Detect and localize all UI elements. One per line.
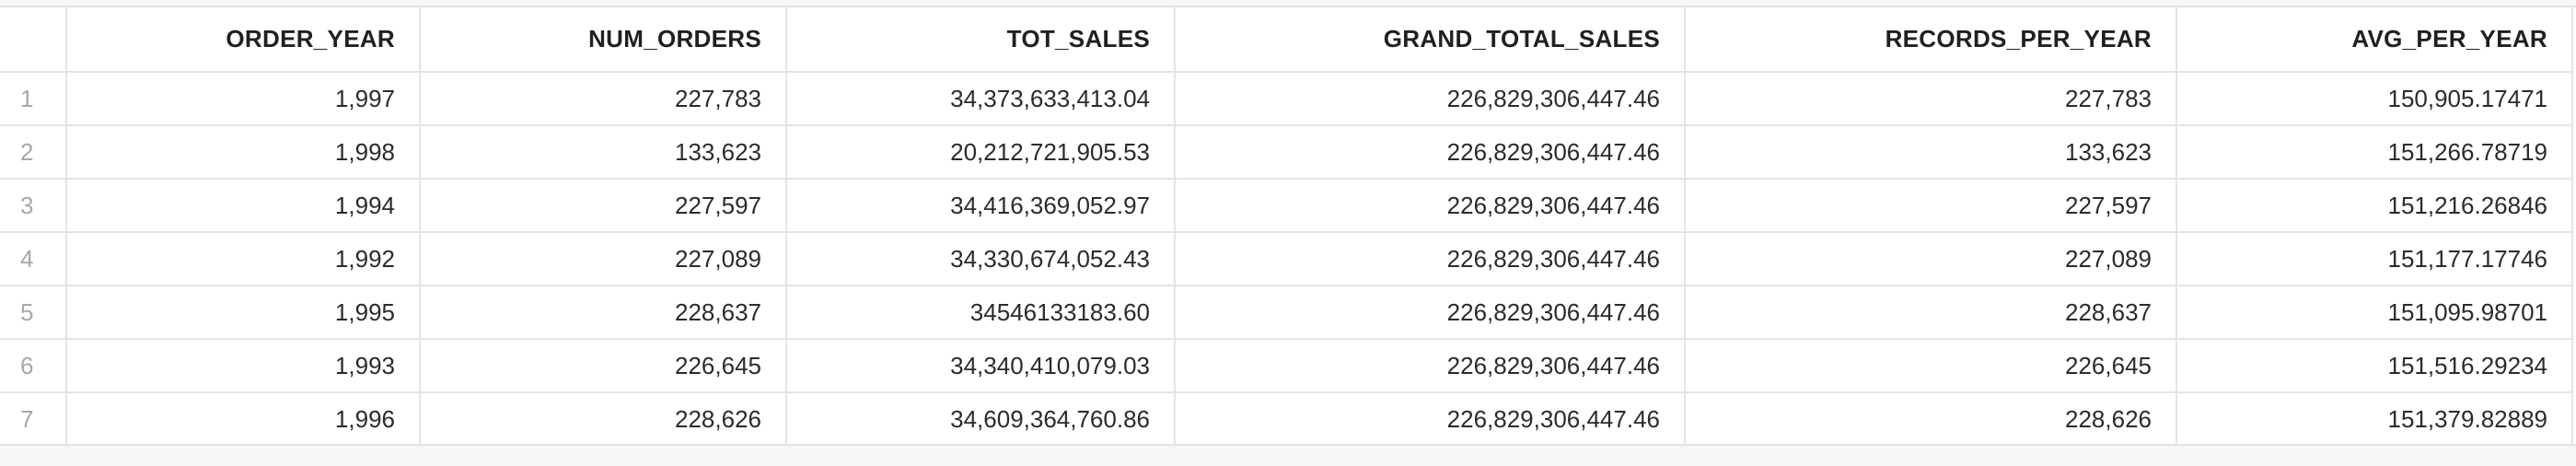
cell-order-year[interactable]: 1,993 xyxy=(66,339,421,393)
table-row[interactable]: 1 1,997 227,783 34,373,633,413.04 226,82… xyxy=(0,72,2573,126)
cell-tot-sales[interactable]: 34,609,364,760.86 xyxy=(786,392,1176,446)
row-number: 5 xyxy=(0,285,67,340)
cell-order-year[interactable]: 1,996 xyxy=(66,392,421,446)
cell-order-year[interactable]: 1,992 xyxy=(66,232,421,286)
column-header-records-per-year[interactable]: RECORDS_PER_YEAR xyxy=(1685,7,2177,73)
cell-grand-total-sales[interactable]: 226,829,306,447.46 xyxy=(1175,72,1686,126)
row-number-header xyxy=(0,7,67,73)
cell-num-orders[interactable]: 227,089 xyxy=(420,232,787,286)
cell-grand-total-sales[interactable]: 226,829,306,447.46 xyxy=(1175,125,1686,180)
cell-grand-total-sales[interactable]: 226,829,306,447.46 xyxy=(1175,232,1686,286)
cell-records-per-year[interactable]: 227,597 xyxy=(1685,179,2177,233)
cell-order-year[interactable]: 1,998 xyxy=(66,125,421,180)
cell-records-per-year[interactable]: 227,089 xyxy=(1685,232,2177,286)
cell-records-per-year[interactable]: 228,626 xyxy=(1685,392,2177,446)
cell-tot-sales[interactable]: 34,416,369,052.97 xyxy=(786,179,1176,233)
results-table: ORDER_YEAR NUM_ORDERS TOT_SALES GRAND_TO… xyxy=(0,7,2573,446)
table-row[interactable]: 4 1,992 227,089 34,330,674,052.43 226,82… xyxy=(0,232,2573,286)
cell-tot-sales[interactable]: 34,330,674,052.43 xyxy=(786,232,1176,286)
table-row[interactable]: 2 1,998 133,623 20,212,721,905.53 226,82… xyxy=(0,125,2573,180)
cell-avg-per-year[interactable]: 151,516.29234 xyxy=(2176,339,2573,393)
column-header-avg-per-year[interactable]: AVG_PER_YEAR xyxy=(2176,7,2573,73)
row-number: 4 xyxy=(0,232,67,286)
cell-grand-total-sales[interactable]: 226,829,306,447.46 xyxy=(1175,179,1686,233)
cell-records-per-year[interactable]: 133,623 xyxy=(1685,125,2177,180)
header-row: ORDER_YEAR NUM_ORDERS TOT_SALES GRAND_TO… xyxy=(0,7,2573,73)
cell-avg-per-year[interactable]: 151,216.26846 xyxy=(2176,179,2573,233)
cell-grand-total-sales[interactable]: 226,829,306,447.46 xyxy=(1175,339,1686,393)
table-row[interactable]: 7 1,996 228,626 34,609,364,760.86 226,82… xyxy=(0,392,2573,446)
results-grid: ORDER_YEAR NUM_ORDERS TOT_SALES GRAND_TO… xyxy=(0,6,2576,446)
cell-tot-sales[interactable]: 34,373,633,413.04 xyxy=(786,72,1176,126)
cell-num-orders[interactable]: 227,783 xyxy=(420,72,787,126)
cell-grand-total-sales[interactable]: 226,829,306,447.46 xyxy=(1175,285,1686,340)
cell-grand-total-sales[interactable]: 226,829,306,447.46 xyxy=(1175,392,1686,446)
cell-order-year[interactable]: 1,994 xyxy=(66,179,421,233)
cell-records-per-year[interactable]: 227,783 xyxy=(1685,72,2177,126)
cell-order-year[interactable]: 1,995 xyxy=(66,285,421,340)
cell-tot-sales[interactable]: 34,340,410,079.03 xyxy=(786,339,1176,393)
row-number: 1 xyxy=(0,72,67,126)
cell-order-year[interactable]: 1,997 xyxy=(66,72,421,126)
row-number: 6 xyxy=(0,339,67,393)
cell-records-per-year[interactable]: 226,645 xyxy=(1685,339,2177,393)
cell-num-orders[interactable]: 133,623 xyxy=(420,125,787,180)
cell-num-orders[interactable]: 227,597 xyxy=(420,179,787,233)
cell-avg-per-year[interactable]: 151,177.17746 xyxy=(2176,232,2573,286)
cell-num-orders[interactable]: 228,626 xyxy=(420,392,787,446)
cell-tot-sales[interactable]: 34546133183.60 xyxy=(786,285,1176,340)
column-header-tot-sales[interactable]: TOT_SALES xyxy=(786,7,1176,73)
cell-avg-per-year[interactable]: 151,266.78719 xyxy=(2176,125,2573,180)
cell-tot-sales[interactable]: 20,212,721,905.53 xyxy=(786,125,1176,180)
column-header-num-orders[interactable]: NUM_ORDERS xyxy=(420,7,787,73)
table-row[interactable]: 3 1,994 227,597 34,416,369,052.97 226,82… xyxy=(0,179,2573,233)
column-header-order-year[interactable]: ORDER_YEAR xyxy=(66,7,421,73)
cell-avg-per-year[interactable]: 150,905.17471 xyxy=(2176,72,2573,126)
cell-num-orders[interactable]: 226,645 xyxy=(420,339,787,393)
cell-avg-per-year[interactable]: 151,379.82889 xyxy=(2176,392,2573,446)
row-number: 7 xyxy=(0,392,67,446)
column-header-grand-total-sales[interactable]: GRAND_TOTAL_SALES xyxy=(1175,7,1686,73)
cell-avg-per-year[interactable]: 151,095.98701 xyxy=(2176,285,2573,340)
row-number: 2 xyxy=(0,125,67,180)
table-row[interactable]: 6 1,993 226,645 34,340,410,079.03 226,82… xyxy=(0,339,2573,393)
row-number: 3 xyxy=(0,179,67,233)
cell-records-per-year[interactable]: 228,637 xyxy=(1685,285,2177,340)
cell-num-orders[interactable]: 228,637 xyxy=(420,285,787,340)
table-row[interactable]: 5 1,995 228,637 34546133183.60 226,829,3… xyxy=(0,285,2573,340)
